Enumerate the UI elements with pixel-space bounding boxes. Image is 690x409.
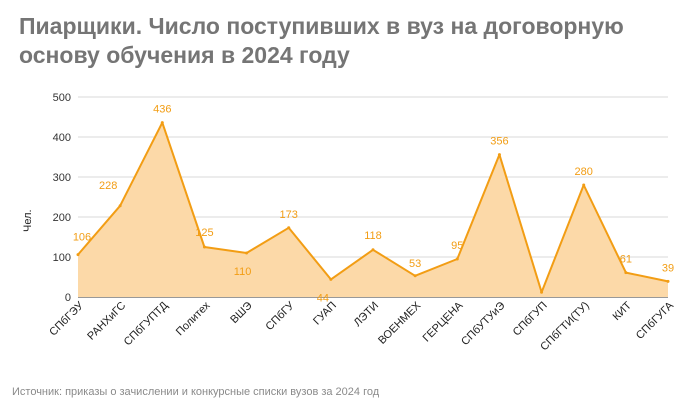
data-point (540, 290, 544, 294)
x-tick-label: ЛЭТИ (352, 300, 382, 330)
data-label: 228 (99, 180, 117, 192)
data-label: 44 (317, 292, 329, 304)
data-label: 39 (662, 262, 674, 274)
data-label: 110 (234, 266, 252, 278)
data-label: 53 (409, 258, 421, 270)
y-tick-label: 500 (53, 92, 71, 104)
x-tick-label: СПбГУГА (634, 299, 677, 342)
data-label: 125 (195, 227, 213, 239)
data-point (160, 121, 164, 125)
data-point (329, 277, 333, 281)
data-point (455, 257, 459, 261)
data-label: 173 (280, 209, 298, 221)
x-tick-label: СПбУТУиЭ (459, 300, 507, 348)
x-tick-label: ВОЕНМЕХ (376, 299, 424, 347)
x-tick-label: СПбГЭУ (47, 299, 87, 339)
y-tick-label: 0 (65, 292, 71, 304)
data-labels: 106 228 436 125 110 173 44 118 53 95 356 280 61 39 (73, 104, 674, 305)
source-note: Источник: приказы о зачислении и конкурс… (12, 386, 380, 398)
data-label: 436 (153, 104, 171, 116)
x-tick-label: СПбГУП (511, 300, 550, 339)
data-label: 280 (575, 166, 593, 178)
y-tick-label: 400 (53, 132, 71, 144)
y-tick-label: 200 (53, 212, 71, 224)
data-label: 106 (73, 232, 91, 244)
y-axis-ticks: 0 100 200 300 400 500 (53, 92, 71, 304)
data-point (202, 245, 206, 249)
y-tick-label: 100 (53, 252, 71, 264)
data-point (582, 183, 586, 187)
data-point (287, 226, 291, 230)
series-area (78, 122, 668, 297)
x-tick-label: РАНХиГС (85, 300, 128, 343)
x-tick-label: КИТ (611, 299, 635, 323)
x-tick-label: ГЕРЦЕНА (421, 299, 466, 344)
data-point (497, 153, 501, 157)
data-point (245, 251, 249, 255)
data-point (371, 248, 375, 252)
y-axis-label: Чел. (22, 209, 34, 232)
data-label: 118 (364, 230, 382, 242)
data-label: 95 (451, 240, 463, 252)
data-point (76, 253, 80, 257)
data-point (666, 279, 670, 283)
data-label: 61 (620, 254, 632, 266)
x-tick-label: СПбГУПТД (122, 299, 171, 348)
area-layer (76, 121, 670, 297)
data-point (413, 274, 417, 278)
data-label: 356 (490, 136, 508, 148)
x-tick-label: Политех (174, 299, 213, 338)
data-point (624, 271, 628, 275)
data-point (118, 204, 122, 208)
y-tick-label: 300 (53, 172, 71, 184)
chart-title: Пиарщики. Число поступивших в вуз на дог… (19, 13, 624, 68)
x-tick-label: СПбГУ (264, 299, 298, 333)
x-tick-label: ВШЭ (228, 300, 254, 326)
